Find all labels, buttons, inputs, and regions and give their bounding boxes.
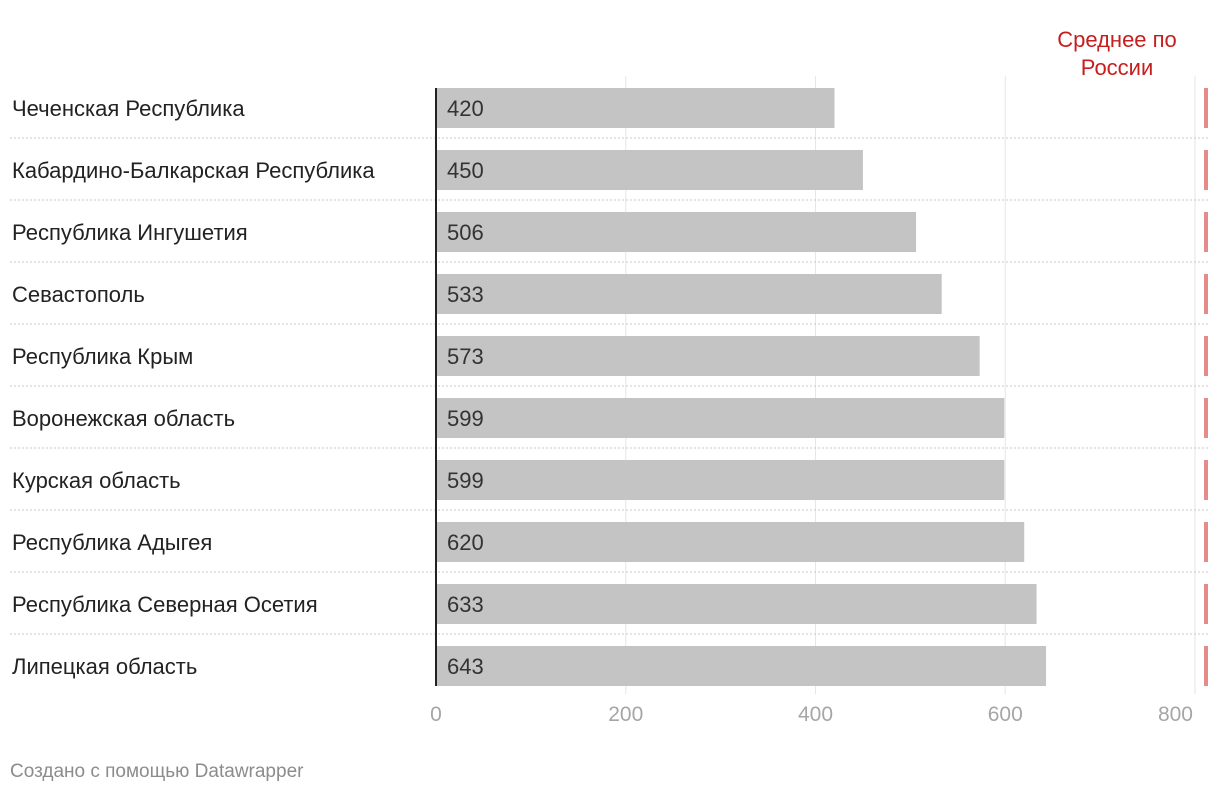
category-label: Республика Ингушетия bbox=[12, 220, 248, 245]
category-label: Воронежская область bbox=[12, 406, 235, 431]
category-label: Севастополь bbox=[12, 282, 145, 307]
bar-value-label: 599 bbox=[447, 406, 484, 431]
category-label: Республика Северная Осетия bbox=[12, 592, 318, 617]
category-label: Республика Крым bbox=[12, 344, 193, 369]
x-tick-label: 600 bbox=[988, 703, 1023, 726]
x-tick-label: 200 bbox=[608, 703, 643, 726]
bar-value-label: 533 bbox=[447, 282, 484, 307]
bar-value-label: 620 bbox=[447, 530, 484, 555]
average-line-label: Среднее по России bbox=[1057, 27, 1177, 80]
bar bbox=[436, 212, 917, 252]
bar bbox=[436, 274, 942, 314]
category-label: Кабардино-Балкарская Республика bbox=[12, 158, 375, 183]
bar-value-label: 506 bbox=[447, 220, 484, 245]
category-label: Чеченская Республика bbox=[12, 96, 245, 121]
x-tick-label: 0 bbox=[430, 703, 442, 726]
category-label: Липецкая область bbox=[12, 654, 197, 679]
bar bbox=[436, 88, 835, 128]
x-tick-label: 800 bbox=[1158, 703, 1193, 726]
bar bbox=[436, 336, 980, 376]
category-label: Курская область bbox=[12, 468, 181, 493]
footer-credit: Создано с помощью Datawrapper bbox=[10, 761, 304, 782]
bar-value-label: 643 bbox=[447, 654, 484, 679]
bar-value-label: 420 bbox=[447, 96, 484, 121]
x-axis-ticks: 0 200 400 600 800 bbox=[430, 703, 1193, 726]
bar-value-label: 599 bbox=[447, 468, 484, 493]
bar bbox=[436, 584, 1037, 624]
bar bbox=[436, 150, 863, 190]
x-tick-label: 400 bbox=[798, 703, 833, 726]
bar bbox=[436, 398, 1005, 438]
bars bbox=[436, 88, 1047, 686]
bar-value-label: 450 bbox=[447, 158, 484, 183]
bar bbox=[436, 646, 1047, 686]
row-separators bbox=[10, 137, 1210, 635]
category-label: Республика Адыгея bbox=[12, 530, 212, 555]
bar-value-label: 633 bbox=[447, 592, 484, 617]
bar bbox=[436, 460, 1005, 500]
bar-value-label: 573 bbox=[447, 344, 484, 369]
bar bbox=[436, 522, 1025, 562]
value-labels: 420 450 506 533 573 599 599 620 633 643 bbox=[447, 96, 484, 679]
category-labels: Чеченская Республика Кабардино-Балкарская… bbox=[12, 96, 375, 679]
